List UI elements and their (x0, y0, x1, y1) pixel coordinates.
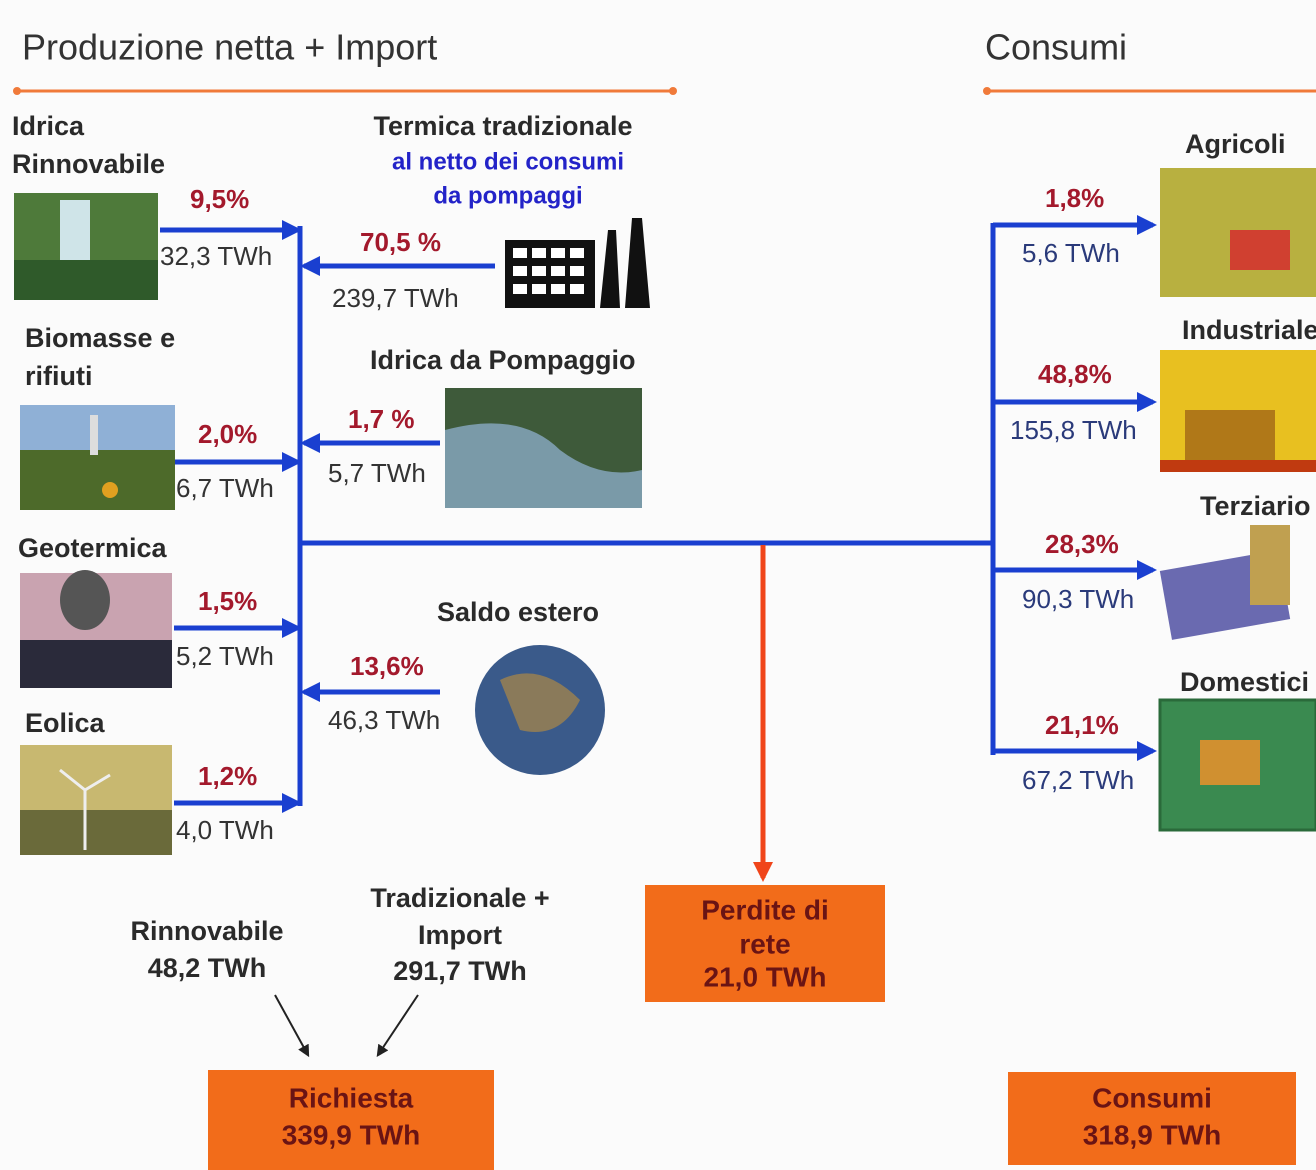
percent: 28,3% (1045, 529, 1119, 559)
img-agriculture (1160, 168, 1316, 297)
energy: 5,7 TWh (328, 458, 426, 488)
img-domestic (1160, 700, 1316, 830)
source-label: Idrica da Pompaggio (370, 345, 636, 375)
energy: 67,2 TWh (1022, 765, 1134, 795)
energy: 32,3 TWh (160, 241, 272, 271)
source-note: da pompaggi (433, 182, 582, 209)
demand-text: 339,9 TWh (282, 1119, 420, 1150)
consumer-label: Industriale (1182, 315, 1316, 345)
consumer-label: Agricoli (1185, 129, 1286, 159)
globe-icon (475, 645, 605, 775)
summary-label: 48,2 TWh (148, 953, 267, 983)
img-industry (1160, 350, 1316, 472)
summary-label: Tradizionale + (370, 883, 549, 913)
losses-text: Perdite di (701, 894, 829, 925)
divider-dot (983, 87, 991, 95)
percent: 13,6% (350, 651, 424, 681)
photo-hydro (14, 193, 158, 300)
source-label: Idrica (12, 111, 85, 141)
losses-text: 21,0 TWh (704, 961, 827, 992)
energy: 4,0 TWh (176, 815, 274, 845)
percent: 48,8% (1038, 359, 1112, 389)
energy: 6,7 TWh (176, 473, 274, 503)
percent: 21,1% (1045, 710, 1119, 740)
percent: 2,0% (198, 419, 257, 449)
source-label: Saldo estero (437, 597, 599, 627)
divider-dot (13, 87, 21, 95)
demand-text: Richiesta (289, 1082, 414, 1113)
source-label: Termica tradizionale (373, 111, 632, 141)
consumption-text: 318,9 TWh (1083, 1119, 1221, 1150)
photo-pumped-hydro (445, 388, 642, 508)
percent: 1,2% (198, 761, 257, 791)
consumer-label: Domestici (1180, 667, 1309, 697)
consumer-label: Terziario (1200, 491, 1311, 521)
source-note: al netto dei consumi (392, 148, 624, 175)
summary-label: 291,7 TWh (393, 956, 527, 986)
energy: 5,6 TWh (1022, 238, 1120, 268)
divider-dot (669, 87, 677, 95)
source-label: rifiuti (25, 361, 93, 391)
percent: 1,7 % (348, 404, 415, 434)
source-label: Biomasse e (25, 323, 175, 353)
diagram: Produzione netta + Import Consumi (0, 0, 1316, 1170)
section-title: Produzione netta + Import (22, 27, 437, 68)
energy: 5,2 TWh (176, 641, 274, 671)
percent: 1,8% (1045, 183, 1104, 213)
source-label: Eolica (25, 708, 106, 738)
energy: 46,3 TWh (328, 705, 440, 735)
photo-biomass (20, 405, 175, 510)
percent: 1,5% (198, 586, 257, 616)
percent: 9,5% (190, 184, 249, 214)
consumption-text: Consumi (1092, 1082, 1212, 1113)
energy: 155,8 TWh (1010, 415, 1137, 445)
source-label: Geotermica (18, 533, 168, 563)
losses-text: rete (739, 928, 790, 959)
summary-label: Import (418, 920, 502, 950)
percent: 70,5 % (360, 227, 441, 257)
summary-label: Rinnovabile (130, 916, 283, 946)
photo-geothermal (20, 570, 172, 688)
energy: 90,3 TWh (1022, 584, 1134, 614)
energy: 239,7 TWh (332, 283, 459, 313)
photo-wind (20, 745, 172, 855)
section-title: Consumi (985, 27, 1127, 68)
source-label: Rinnovabile (12, 149, 165, 179)
